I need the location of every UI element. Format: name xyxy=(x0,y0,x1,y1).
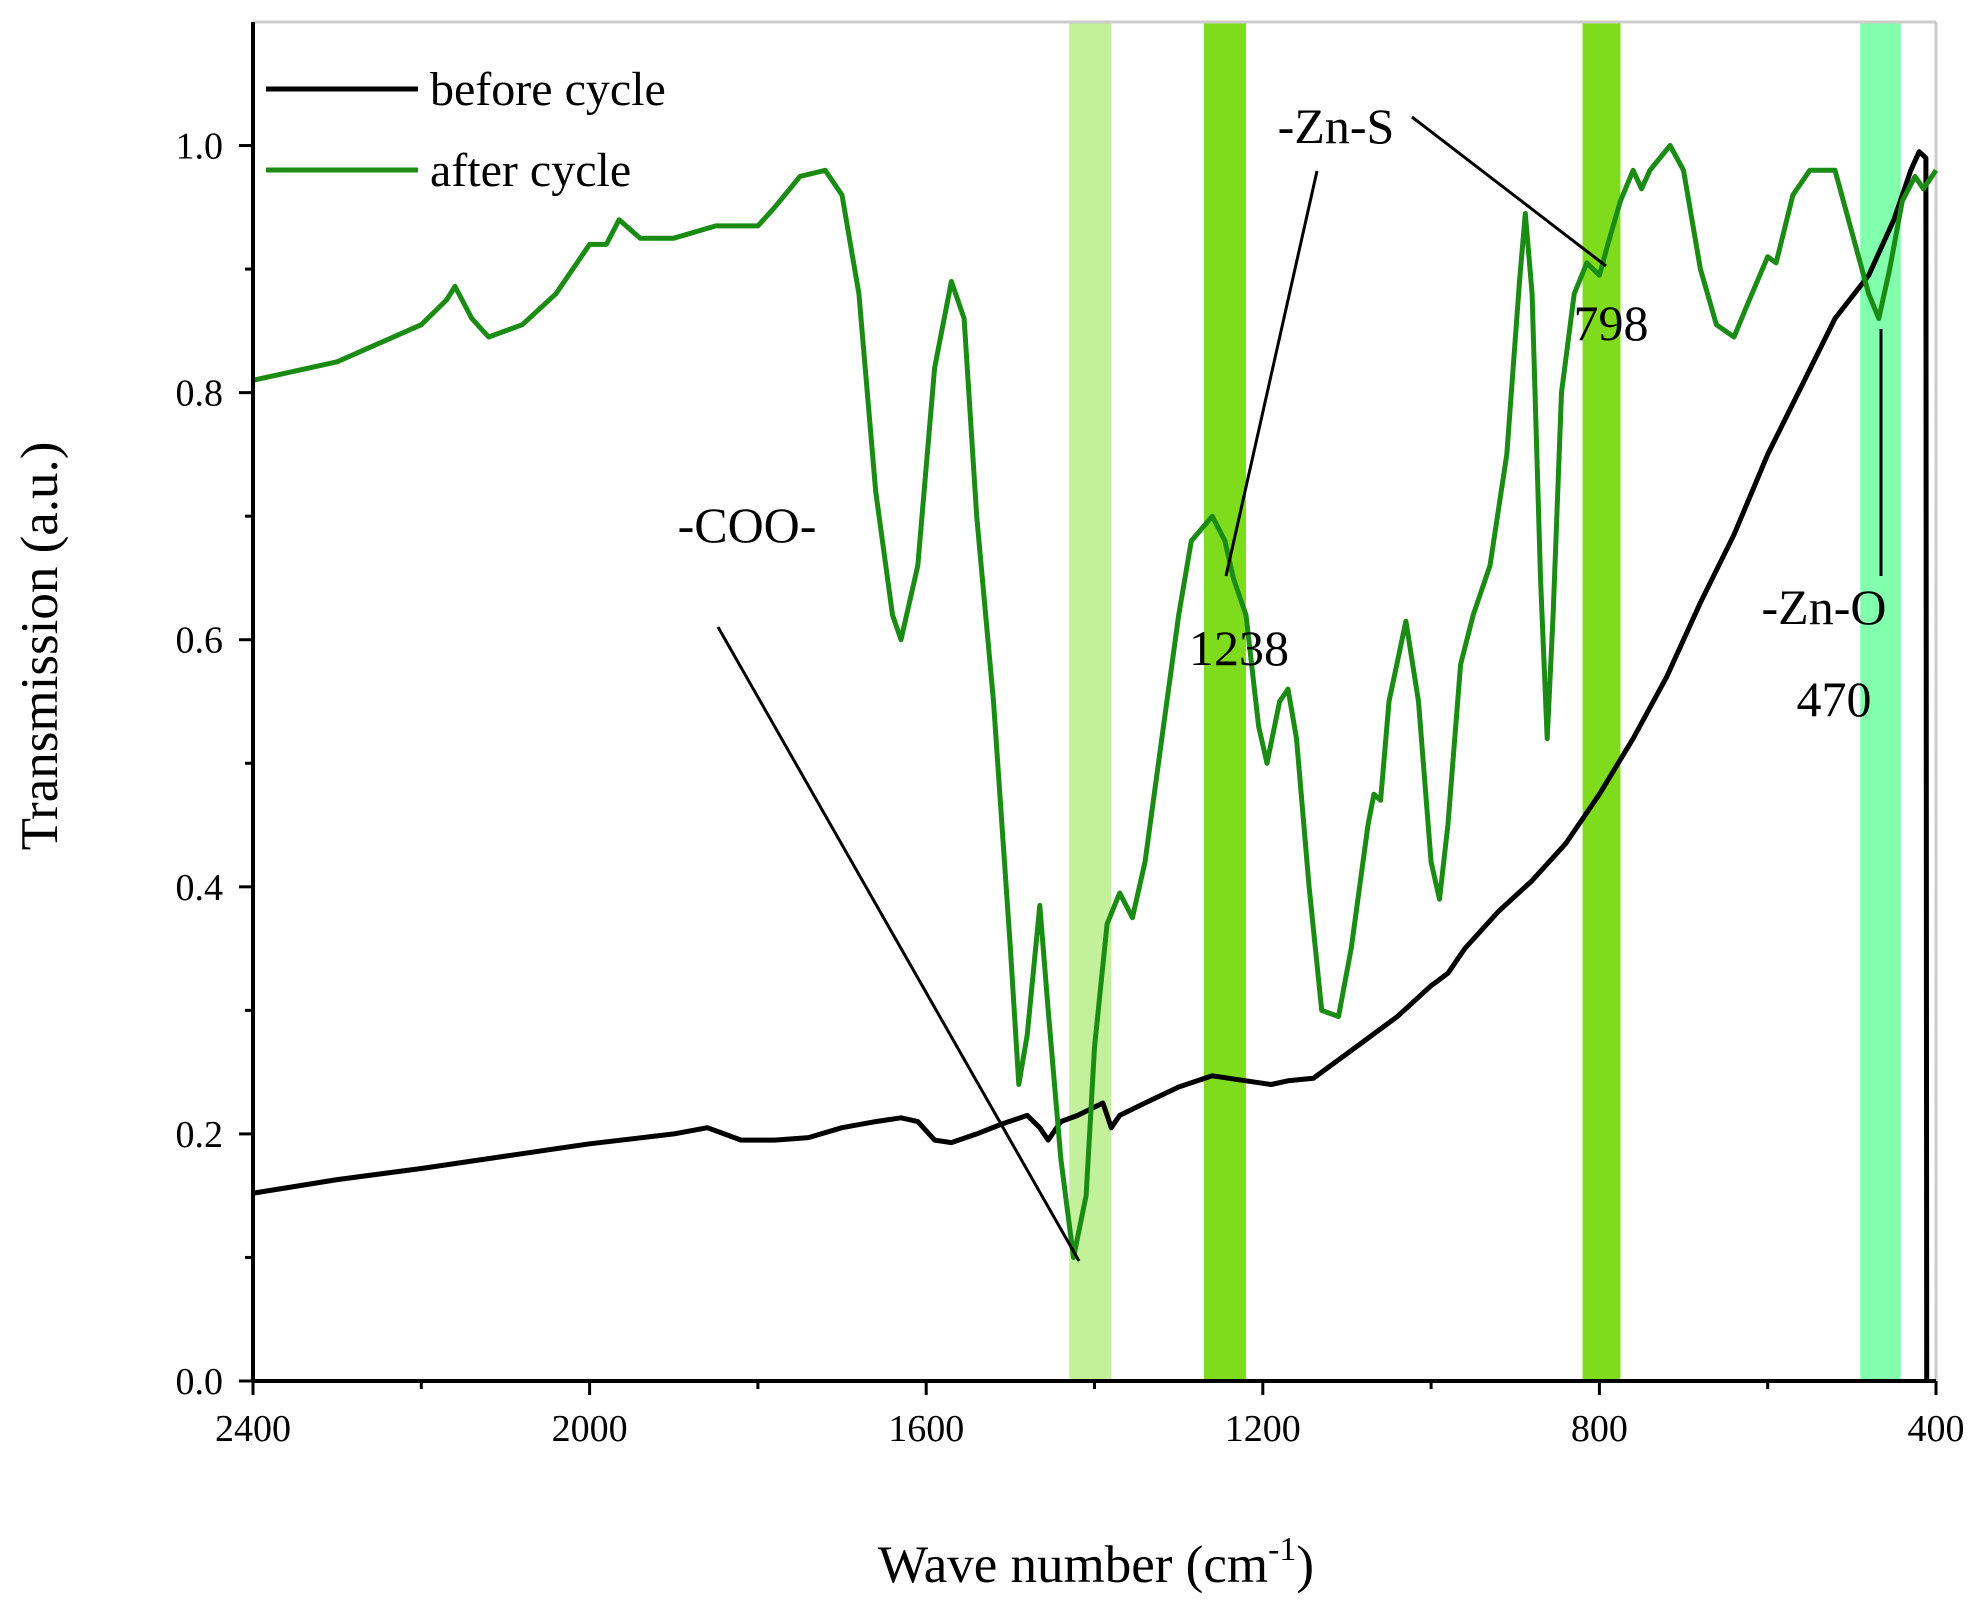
x-tick-label: 2400 xyxy=(215,1408,291,1450)
x-axis-label: Wave number (cm-1) xyxy=(878,1531,1314,1594)
y-tick-label: 1.0 xyxy=(176,126,224,168)
x-axis-label-tail: ) xyxy=(1296,1536,1314,1594)
annotation: -Zn-O xyxy=(1762,579,1887,635)
x-tick-label: 1600 xyxy=(888,1408,964,1450)
band xyxy=(1203,22,1246,1381)
y-axis-label: Transmission (a.u.) xyxy=(11,442,69,851)
y-tick-label: 0.8 xyxy=(176,373,224,415)
x-axis-label-sup: -1 xyxy=(1268,1531,1296,1568)
annotation-pointer xyxy=(716,626,1081,1262)
annotation: 470 xyxy=(1797,671,1872,727)
y-tick-label: 0.0 xyxy=(176,1361,224,1403)
legend-label: before cycle xyxy=(430,63,666,116)
annotation: 798 xyxy=(1574,295,1649,351)
annotation: -Zn-S xyxy=(1278,98,1395,154)
annotation: -COO- xyxy=(678,497,817,553)
x-tick-label: 800 xyxy=(1571,1408,1628,1450)
y-tick-label: 0.4 xyxy=(176,867,224,909)
annotation-pointer xyxy=(1411,115,1607,268)
y-tick-label: 0.2 xyxy=(176,1114,224,1156)
x-tick-label: 400 xyxy=(1908,1408,1965,1450)
annotation-pointer xyxy=(1224,170,1319,577)
band xyxy=(1069,22,1112,1381)
x-tick-label: 1200 xyxy=(1225,1408,1301,1450)
band xyxy=(1582,22,1621,1381)
y-tick-label: 0.6 xyxy=(176,620,224,662)
legend-label: after cycle xyxy=(430,144,631,197)
annotation: 1238 xyxy=(1189,620,1289,676)
x-axis-label-text: Wave number (cm xyxy=(878,1536,1268,1594)
series-line xyxy=(252,149,1930,1382)
series-line xyxy=(252,143,1939,1260)
x-tick-label: 2000 xyxy=(552,1408,628,1450)
